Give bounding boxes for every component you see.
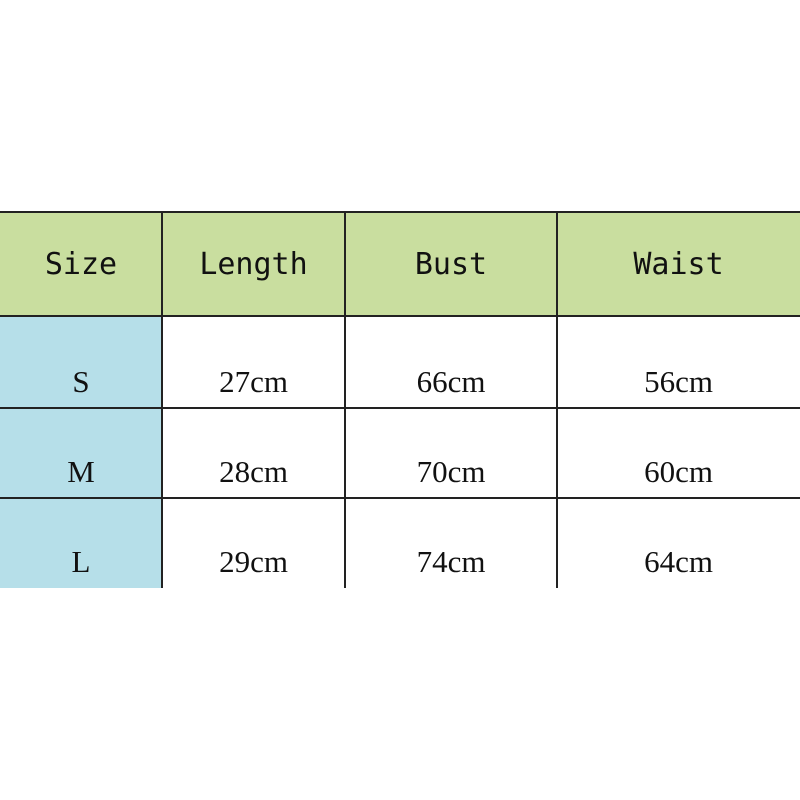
column-border <box>161 212 163 588</box>
column-border <box>344 212 346 588</box>
size-cell: S <box>0 316 162 408</box>
size-cell: M <box>0 408 162 498</box>
header-cell: Waist <box>557 212 800 316</box>
measure-cell: 28cm <box>162 408 345 498</box>
measure-cell: 70cm <box>345 408 557 498</box>
measure-cell: 66cm <box>345 316 557 408</box>
size-cell: L <box>0 498 162 588</box>
row-border <box>0 211 800 213</box>
row-border <box>0 315 800 317</box>
header-cell: Bust <box>345 212 557 316</box>
measure-cell: 27cm <box>162 316 345 408</box>
measure-cell: 60cm <box>557 408 800 498</box>
row-border <box>0 407 800 409</box>
measure-cell: 56cm <box>557 316 800 408</box>
row-border <box>0 497 800 499</box>
header-cell: Length <box>162 212 345 316</box>
measure-cell: 74cm <box>345 498 557 588</box>
measure-cell: 29cm <box>162 498 345 588</box>
measure-cell: 64cm <box>557 498 800 588</box>
column-border <box>556 212 558 588</box>
header-cell: Size <box>0 212 162 316</box>
